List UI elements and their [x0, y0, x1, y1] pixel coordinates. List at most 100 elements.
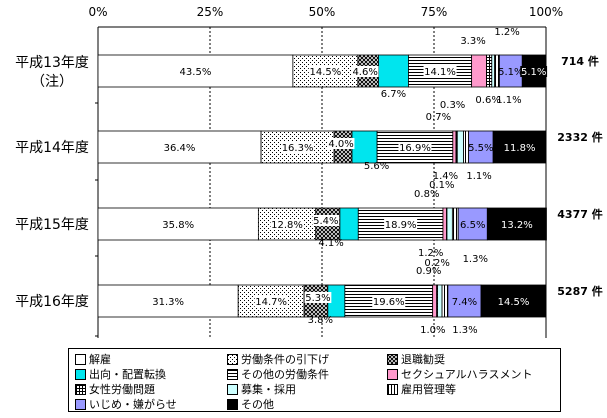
- data-label: 4.1%: [318, 238, 343, 249]
- data-label: 14.5%: [309, 67, 341, 78]
- legend-label: 労働条件の引下げ: [241, 353, 329, 366]
- data-label: 14.5%: [498, 297, 530, 308]
- data-label: 1.4%: [433, 171, 458, 182]
- legend-item: 雇用管理等: [387, 381, 456, 397]
- legend-item: 退職勧奨: [387, 351, 445, 367]
- legend-swatch: [227, 368, 238, 380]
- data-label: 11.8%: [504, 143, 536, 154]
- bar-segment: [97, 54, 294, 88]
- data-label: 19.6%: [373, 297, 405, 308]
- data-label: 5.3%: [305, 293, 330, 304]
- case-count-label: 2332 件: [557, 130, 602, 144]
- bar-segment: [457, 207, 488, 241]
- bar-segment: [451, 207, 459, 241]
- data-label: 5.6%: [364, 161, 389, 172]
- legend-item: その他の労働条件: [227, 366, 329, 382]
- data-label-bg: [327, 138, 355, 149]
- data-label: 3.8%: [308, 315, 333, 326]
- category-label: 平成16年度: [15, 294, 89, 310]
- category-label: 平成15年度: [15, 217, 89, 233]
- data-label-bg: [423, 66, 457, 77]
- data-label: 5.1%: [521, 67, 546, 78]
- data-label: 0.2%: [424, 258, 449, 269]
- data-label: 14.1%: [424, 67, 456, 78]
- x-tick-label: 50%: [309, 5, 336, 19]
- data-label: 0.8%: [414, 189, 439, 200]
- category-label: 平成14年度: [15, 140, 89, 156]
- legend-swatch-fill: [76, 384, 85, 394]
- legend-swatch: [75, 398, 86, 410]
- data-label: 1.1%: [496, 95, 521, 106]
- x-tick-label: 0%: [88, 5, 107, 19]
- bar-segment: [452, 130, 457, 164]
- legend-label: 解雇: [89, 353, 111, 366]
- legend-swatch: [387, 353, 398, 365]
- data-label: 0.9%: [416, 266, 441, 277]
- legend-swatch: [227, 398, 238, 410]
- data-label: 6.7%: [381, 89, 406, 100]
- bar-segment: [378, 54, 409, 88]
- legend-item: 募集・採用: [227, 381, 296, 397]
- data-label-bg: [312, 215, 340, 226]
- data-label-bg: [372, 296, 406, 307]
- data-label: 12.8%: [271, 220, 303, 231]
- data-label: 16.9%: [399, 143, 431, 154]
- legend-swatch-fill: [388, 354, 397, 364]
- bar-segment: [432, 284, 438, 318]
- data-label: 36.4%: [164, 143, 196, 154]
- data-label: 16.3%: [282, 143, 314, 154]
- case-count-label: 714 件: [561, 54, 599, 68]
- data-label: 4.6%: [352, 67, 377, 78]
- legend-swatch: [387, 368, 398, 380]
- category-label: 平成13年度: [15, 55, 89, 71]
- data-label-bg: [497, 296, 531, 307]
- bar-segment: [351, 130, 378, 164]
- legend-item: 出向・配置転換: [75, 366, 166, 382]
- legend-swatch-pattern: [388, 354, 397, 364]
- data-label-bg: [304, 292, 332, 303]
- data-label: 5.1%: [498, 67, 523, 78]
- data-label-bg: [384, 219, 418, 230]
- data-label-bg: [308, 66, 342, 77]
- legend-label: 雇用管理等: [401, 383, 456, 396]
- data-label-bg: [270, 219, 304, 230]
- data-label: 5.5%: [468, 143, 493, 154]
- legend-label: その他: [241, 398, 274, 411]
- bar-segment: [471, 54, 487, 88]
- legend-swatch-pattern: [76, 384, 85, 394]
- legend-item: 労働条件の引下げ: [227, 351, 329, 367]
- data-label: 7.4%: [452, 297, 477, 308]
- data-label-bg: [281, 142, 315, 153]
- bar-segment: [446, 207, 453, 241]
- data-label: 6.5%: [460, 220, 485, 231]
- data-label-bg: [520, 66, 548, 77]
- legend-swatch-fill: [388, 384, 397, 394]
- legend-item: その他: [227, 396, 274, 412]
- x-tick-label: 100%: [529, 5, 563, 19]
- bar-segment: [339, 207, 359, 241]
- chart-legend: 解雇 労働条件の引下げ 退職勧奨出向・配置転換 その他の労働条件 セクシュアルハラスメン…: [68, 348, 561, 412]
- case-count-label: 4377 件: [557, 207, 602, 221]
- bar-segment: [456, 130, 464, 164]
- data-label: 1.3%: [463, 254, 488, 265]
- bar-segment: [468, 130, 494, 164]
- legend-swatch-pattern: [388, 384, 397, 394]
- data-label-bg: [351, 66, 379, 77]
- legend-label: その他の労働条件: [241, 368, 329, 381]
- bar-segment: [442, 207, 447, 241]
- legend-swatch-pattern: [228, 354, 237, 364]
- legend-label: 出向・配置転換: [89, 368, 166, 381]
- data-label-bg: [500, 219, 534, 230]
- data-label: 1.1%: [466, 171, 491, 182]
- bar-segment: [344, 284, 434, 318]
- data-label-bg: [398, 142, 432, 153]
- data-label: 1.3%: [452, 325, 477, 336]
- data-label: 0.3%: [440, 100, 465, 111]
- legend-label: 募集・採用: [241, 383, 296, 396]
- legend-swatch: [387, 383, 398, 395]
- legend-item: 女性労働問題: [75, 381, 155, 397]
- x-tick-label: 75%: [421, 5, 448, 19]
- legend-label: セクシュアルハラスメント: [401, 368, 533, 381]
- legend-swatch-fill: [228, 369, 237, 379]
